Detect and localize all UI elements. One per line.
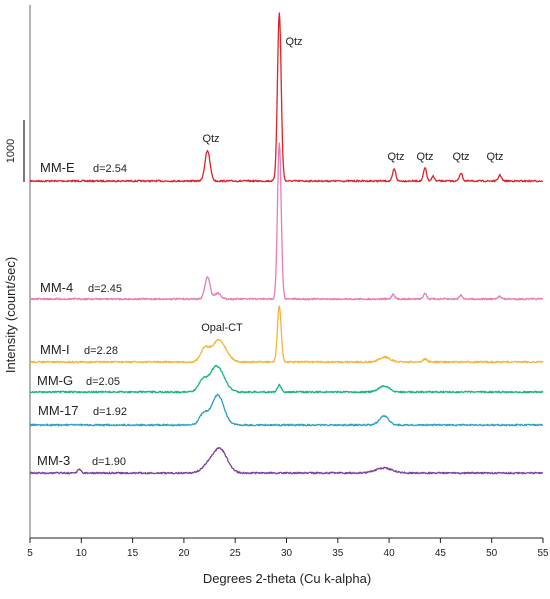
x-tick-label-25: 25: [230, 548, 242, 559]
scale-bar-label: 1000: [5, 139, 17, 163]
x-tick-label-45: 45: [435, 548, 447, 559]
sample-name-mm-4: MM-4: [40, 280, 73, 295]
x-tick-label-10: 10: [76, 548, 88, 559]
sample-name-mm-17: MM-17: [38, 403, 78, 418]
series-line-mm-e: [29, 12, 544, 183]
x-tick-label-5: 5: [27, 548, 33, 559]
annotation-qtz-50: Qtz: [486, 151, 503, 163]
annotation-opal-ct: Opal-CT: [201, 322, 243, 334]
x-tick-label-15: 15: [127, 548, 139, 559]
sample-name-mm-e: MM-E: [40, 160, 75, 175]
annotation-qtz-29: Qtz: [285, 36, 302, 48]
x-axis-ticks: 5 10 15 20 25 30 35 40 45 50 55: [27, 538, 549, 559]
series-line-mm-3: [29, 447, 544, 475]
sample-d-mm-g: d=2.05: [86, 376, 120, 388]
sample-d-mm-3: d=1.90: [92, 456, 126, 468]
annotation-qtz-22: Qtz: [202, 133, 219, 145]
series-line-mm-4: [29, 142, 544, 301]
sample-d-mm-17: d=1.92: [93, 406, 127, 418]
sample-d-mm-4: d=2.45: [88, 283, 122, 295]
sample-labels: MM-E d=2.54 MM-4 d=2.45 MM-I d=2.28 MM-G…: [37, 160, 127, 468]
series-line-mm-17: [29, 393, 544, 427]
y-axis-label: Intensity (count/sec): [3, 257, 18, 373]
x-tick-label-30: 30: [281, 548, 293, 559]
annotation-qtz-43: Qtz: [416, 151, 433, 163]
sample-d-mm-i: d=2.28: [84, 345, 118, 357]
sample-name-mm-3: MM-3: [37, 453, 70, 468]
series-line-mm-i: [29, 305, 544, 364]
sample-name-mm-g: MM-G: [37, 373, 73, 388]
x-tick-label-50: 50: [486, 548, 498, 559]
sample-name-mm-i: MM-I: [40, 342, 70, 357]
annotation-qtz-47: Qtz: [452, 151, 469, 163]
series-traces: [29, 12, 544, 475]
peak-annotations: Qtz Qtz Qtz Qtz Qtz Qtz Opal-CT: [201, 36, 503, 334]
x-tick-label-40: 40: [384, 548, 396, 559]
x-tick-label-35: 35: [332, 548, 344, 559]
annotation-qtz-40: Qtz: [387, 151, 404, 163]
series-line-mm-g: [29, 364, 544, 394]
scale-bar: 1000: [5, 120, 25, 182]
x-axis-label: Degrees 2-theta (Cu k-alpha): [203, 571, 371, 586]
sample-d-mm-e: d=2.54: [93, 163, 127, 175]
x-tick-label-20: 20: [178, 548, 190, 559]
x-tick-label-55: 55: [537, 548, 549, 559]
